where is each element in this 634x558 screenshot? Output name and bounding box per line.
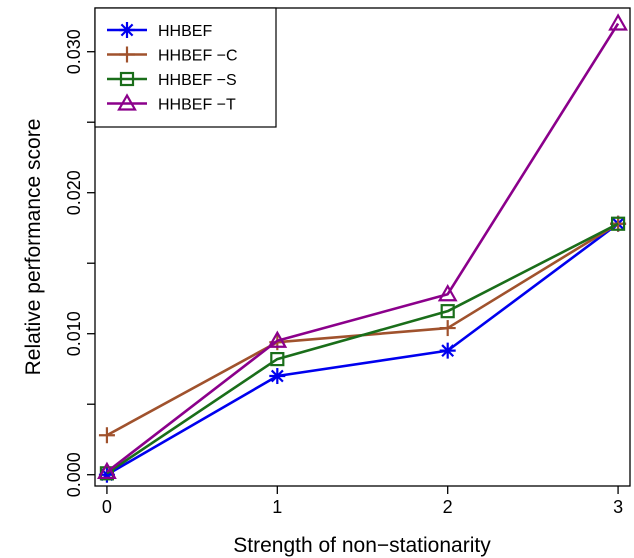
x-tick-label: 2 — [443, 497, 453, 517]
data-point — [440, 304, 455, 319]
x-tick-label: 0 — [102, 497, 112, 517]
legend-item: HHBEF — [107, 22, 212, 40]
data-point — [269, 368, 286, 385]
x-axis-title: Strength of non−stationarity — [233, 534, 491, 557]
series-line — [106, 222, 619, 476]
legend: HHBEF HHBEF −C HHBEF −S HHBEF −T — [94, 7, 277, 128]
data-point — [117, 93, 137, 111]
legend-label: HHBEF — [158, 23, 212, 40]
data-point — [437, 284, 458, 302]
series — [98, 215, 627, 444]
marker-shape — [608, 13, 628, 31]
data-point — [270, 351, 285, 367]
marker-shape — [97, 461, 117, 479]
marker-stroke — [270, 369, 284, 383]
marker-shape — [437, 284, 458, 302]
data-point — [119, 71, 135, 87]
legend-item: HHBEF −S — [107, 71, 237, 89]
series-line — [106, 222, 619, 475]
marker-shape — [440, 304, 455, 319]
data-point — [439, 342, 456, 359]
marker-stroke — [441, 344, 455, 358]
y-tick-label: 0.030 — [64, 29, 84, 74]
legend-label: HHBEF −T — [158, 97, 236, 114]
data-point — [119, 46, 135, 63]
legend-label: HHBEF −S — [158, 72, 237, 89]
series — [98, 215, 627, 483]
marker-shape — [610, 216, 626, 231]
series-layer — [97, 13, 628, 483]
data-point — [119, 22, 135, 38]
legend-item: HHBEF −T — [107, 93, 236, 114]
data-point — [97, 461, 117, 479]
data-point — [98, 427, 115, 444]
series — [97, 13, 628, 479]
plot-frame — [94, 7, 631, 487]
marker-shape — [270, 351, 285, 367]
data-point — [439, 320, 456, 337]
y-axis-title: Relative performance score — [22, 119, 45, 376]
y-tick-label: 0.020 — [64, 170, 84, 215]
legend-item: HHBEF −C — [107, 46, 238, 65]
data-point — [267, 330, 288, 348]
x-tick-label: 1 — [272, 497, 282, 517]
axis-ticks: 0 1 2 3 0.000 0.010 0.020 0.030 — [64, 29, 623, 517]
y-tick-label: 0.010 — [64, 311, 84, 356]
marker-shape — [117, 93, 137, 111]
series — [99, 216, 626, 481]
marker-shape — [119, 71, 135, 87]
x-tick-label: 3 — [613, 497, 623, 517]
y-tick-label: 0.000 — [64, 452, 84, 497]
data-point — [610, 216, 626, 231]
marker-shape — [267, 330, 288, 348]
legend-label: HHBEF −C — [158, 48, 238, 65]
data-point — [608, 13, 628, 31]
series-line — [106, 22, 620, 473]
marker-stroke — [120, 23, 134, 37]
series-line — [106, 222, 619, 437]
